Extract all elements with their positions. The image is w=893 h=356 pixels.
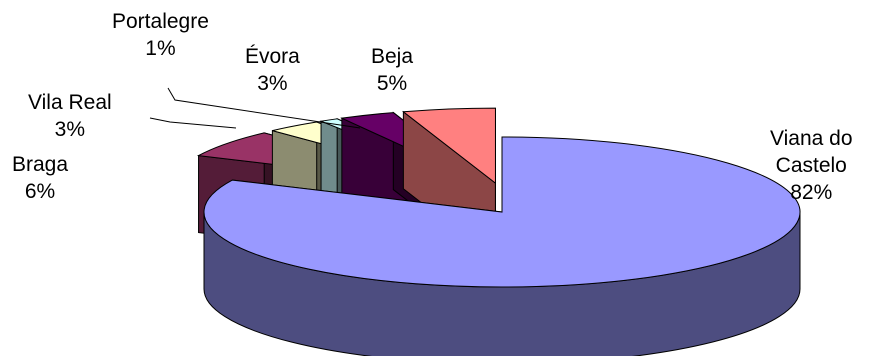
label-beja-pct: 5% (376, 72, 408, 95)
slice-top-beja (402, 107, 496, 185)
label-portalegre-name: Portalegre (112, 10, 209, 33)
label-vila-real-name: Vila Real (28, 91, 112, 114)
label-beja: Beja 5% (371, 43, 413, 97)
slice-viana-do-castelo (203, 136, 801, 356)
leader-vila-real (149, 117, 237, 129)
label-vila-real: Vila Real 3% (28, 89, 112, 143)
label-portalegre: Portalegre 1% (112, 8, 209, 62)
label-portalegre-pct: 1% (145, 37, 176, 60)
label-viana-line1: Viana do (770, 127, 853, 150)
leader-lines (149, 87, 361, 129)
label-braga-name: Braga (12, 153, 69, 176)
label-viana-do-castelo: Viana do Castelo 82% (770, 125, 853, 206)
label-evora-name: Évora (245, 45, 300, 68)
label-viana-line2: Castelo (775, 154, 847, 177)
label-braga-pct: 6% (24, 180, 56, 203)
label-evora: Évora 3% (245, 43, 300, 97)
leader-portalegre (167, 87, 361, 129)
label-vila-real-pct: 3% (54, 118, 86, 141)
pie-slices (196, 107, 801, 356)
label-braga: Braga 6% (12, 151, 68, 205)
label-viana-pct: 82% (790, 181, 833, 204)
slice-top-viana-do-castelo (203, 136, 801, 288)
label-evora-pct: 3% (257, 72, 288, 95)
label-beja-name: Beja (371, 45, 414, 68)
